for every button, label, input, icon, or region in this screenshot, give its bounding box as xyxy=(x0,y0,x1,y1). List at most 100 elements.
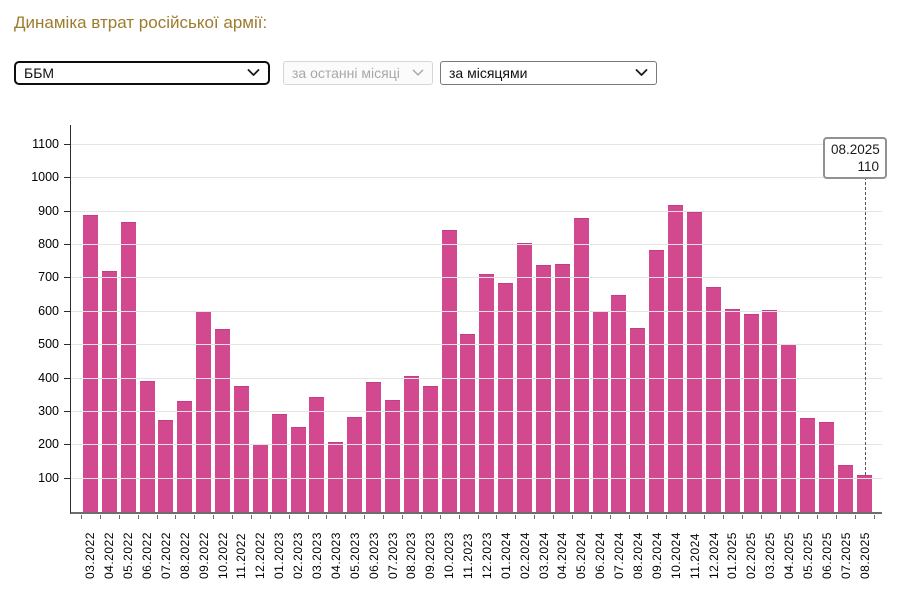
y-axis-label: 300 xyxy=(38,403,59,418)
bar-01.2025[interactable] xyxy=(724,308,740,512)
bar-03.2024[interactable] xyxy=(535,265,551,512)
x-axis-label: 02.2025 xyxy=(744,532,759,579)
bar-04.2025[interactable] xyxy=(781,344,797,512)
x-axis-tick xyxy=(647,515,649,519)
x-axis-tick xyxy=(741,515,743,519)
bar-slot xyxy=(817,125,836,512)
bar-slot xyxy=(761,125,780,512)
bar-07.2023[interactable] xyxy=(384,400,400,512)
gridline xyxy=(71,344,882,346)
bar-07.2022[interactable] xyxy=(158,420,174,512)
bar-slot xyxy=(157,125,176,512)
bar-12.2024[interactable] xyxy=(705,287,721,512)
bar-03.2025[interactable] xyxy=(762,309,778,512)
gridline xyxy=(71,210,882,212)
gridline xyxy=(71,310,882,312)
x-axis-label: 05.2022 xyxy=(121,532,136,579)
x-axis-label: 07.2024 xyxy=(612,532,627,579)
y-axis-tick xyxy=(64,144,71,146)
bar-03.2022[interactable] xyxy=(82,215,98,512)
x-axis-label: 08.2024 xyxy=(630,532,645,579)
x-axis-tick xyxy=(760,515,762,519)
x-axis-tick xyxy=(722,515,724,519)
x-axis-label: 10.2022 xyxy=(215,532,230,579)
x-axis-tick xyxy=(232,515,234,519)
x-axis-label: 11.2023 xyxy=(461,533,476,579)
bar-08.2025[interactable] xyxy=(856,475,872,512)
x-axis-label: 09.2023 xyxy=(423,532,438,579)
x-axis-tick xyxy=(420,515,422,519)
y-axis-label: 400 xyxy=(38,370,59,385)
bar-02.2025[interactable] xyxy=(743,313,759,512)
y-axis-tick xyxy=(64,244,71,246)
bar-12.2023[interactable] xyxy=(479,273,495,512)
bar-03.2023[interactable] xyxy=(309,397,325,512)
x-axis-tick xyxy=(137,515,139,519)
x-axis-label: 08.2022 xyxy=(177,532,192,579)
bar-slot xyxy=(289,125,308,512)
x-axis-label: 04.2024 xyxy=(555,532,570,579)
x-axis-label: 10.2023 xyxy=(442,532,457,579)
y-axis-label: 1000 xyxy=(31,170,59,185)
bar-slot xyxy=(666,125,685,512)
y-axis-tick xyxy=(64,377,71,379)
y-axis-label: 800 xyxy=(38,237,59,252)
bar-04.2024[interactable] xyxy=(554,264,570,512)
bar-slot xyxy=(572,125,591,512)
bar-05.2023[interactable] xyxy=(347,416,363,512)
gridline xyxy=(71,477,882,479)
x-axis-label: 01.2025 xyxy=(725,532,740,579)
bar-11.2022[interactable] xyxy=(233,385,249,512)
x-axis-tick xyxy=(364,515,366,519)
tooltip-guide-line xyxy=(864,177,866,476)
bar-05.2024[interactable] xyxy=(573,218,589,512)
bar-09.2023[interactable] xyxy=(422,385,438,512)
x-axis-label: 05.2024 xyxy=(574,532,589,579)
bar-10.2024[interactable] xyxy=(668,204,684,512)
grouping-select[interactable]: за місяцями xyxy=(440,61,657,85)
bar-09.2024[interactable] xyxy=(649,250,665,512)
grouping-select-value: за місяцями xyxy=(449,65,528,81)
bar-06.2023[interactable] xyxy=(366,382,382,512)
x-axis-label: 12.2024 xyxy=(706,532,721,579)
bar-08.2024[interactable] xyxy=(630,327,646,512)
x-axis-label: 12.2022 xyxy=(253,532,268,579)
bar-01.2024[interactable] xyxy=(498,283,514,512)
x-axis-tick xyxy=(194,515,196,519)
x-axis-tick xyxy=(99,515,101,519)
x-axis-tick xyxy=(175,515,177,519)
bar-06.2022[interactable] xyxy=(139,381,155,512)
bar-slot xyxy=(232,125,251,512)
loss-type-select-value: ББМ xyxy=(24,65,55,81)
bar-07.2025[interactable] xyxy=(837,464,853,512)
x-axis-label: 08.2025 xyxy=(857,532,872,579)
x-axis-label: 06.2025 xyxy=(819,532,834,579)
bar-04.2022[interactable] xyxy=(101,271,117,512)
bar-06.2025[interactable] xyxy=(819,421,835,512)
bar-02.2023[interactable] xyxy=(290,427,306,512)
bar-07.2024[interactable] xyxy=(611,294,627,512)
bars-container xyxy=(71,125,882,512)
bar-slot xyxy=(798,125,817,512)
x-axis-tick xyxy=(704,515,706,519)
x-axis-tick xyxy=(779,515,781,519)
bar-slot xyxy=(270,125,289,512)
bar-10.2023[interactable] xyxy=(441,230,457,512)
bar-slot xyxy=(440,125,459,512)
x-axis-label: 04.2023 xyxy=(328,532,343,579)
x-axis-label: 06.2024 xyxy=(593,532,608,579)
bar-11.2024[interactable] xyxy=(686,212,702,512)
bar-11.2023[interactable] xyxy=(460,333,476,512)
x-axis-tick xyxy=(345,515,347,519)
bar-slot xyxy=(100,125,119,512)
x-axis-tick xyxy=(666,515,668,519)
bar-05.2025[interactable] xyxy=(800,417,816,512)
bar-08.2022[interactable] xyxy=(177,400,193,512)
bar-10.2022[interactable] xyxy=(215,328,231,512)
bar-01.2023[interactable] xyxy=(271,413,287,512)
bar-04.2023[interactable] xyxy=(328,442,344,512)
bar-slot xyxy=(610,125,629,512)
y-axis-tick xyxy=(64,310,71,312)
bar-05.2022[interactable] xyxy=(120,221,136,512)
loss-type-select[interactable]: ББМ xyxy=(14,61,270,85)
